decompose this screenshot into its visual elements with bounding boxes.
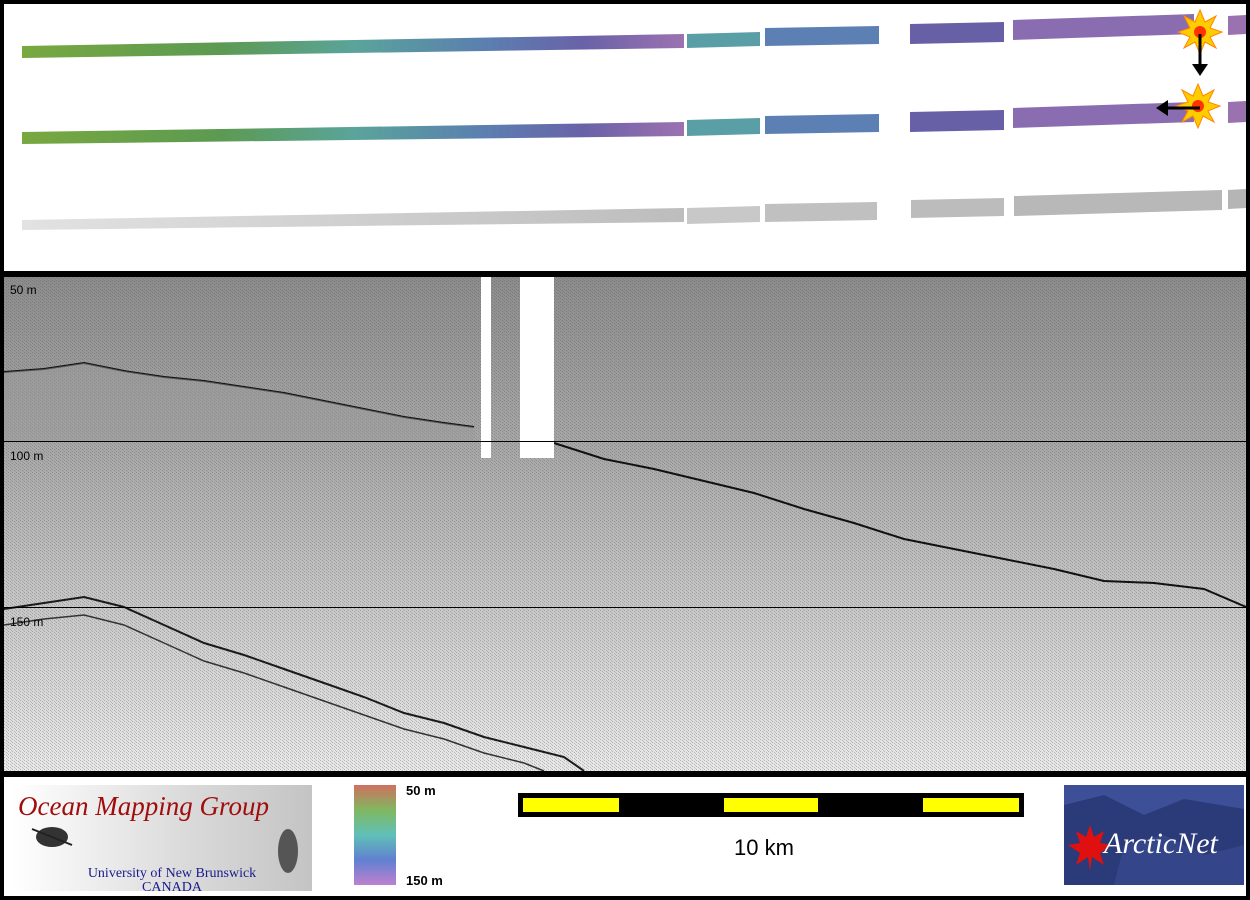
bathymetry-strip-1 — [22, 34, 684, 58]
backscatter-strip-f — [1228, 189, 1246, 209]
bathymetry-strip-1c — [765, 26, 879, 46]
subbottom-profile-panel: 50 m 100 m 150 m — [4, 277, 1246, 771]
swath-strips — [22, 8, 1246, 230]
sunburst-icon — [1176, 8, 1224, 56]
bathymetry-strip-2d — [910, 110, 1004, 132]
bathymetry-strip-2e — [1013, 102, 1194, 128]
bathymetry-strip-2c — [765, 114, 879, 134]
arrow-left-icon — [1156, 100, 1200, 116]
data-gap — [520, 277, 554, 458]
swath-map-panel — [4, 4, 1246, 271]
depth-line-100 — [4, 441, 1246, 442]
colorbar-bottom-label: 150 m — [406, 873, 443, 888]
profile-image — [4, 277, 1246, 771]
bathymetry-strip-1e — [1013, 14, 1194, 40]
depth-colorbar — [354, 785, 396, 885]
omg-title: Ocean Mapping Group — [18, 791, 269, 821]
omg-university: University of New Brunswick — [87, 866, 257, 881]
scale-segment — [523, 798, 619, 812]
bathymetry-strip-2 — [22, 122, 684, 144]
sonar-vehicle-icon — [31, 827, 298, 873]
backscatter-strip-e — [1014, 190, 1222, 216]
backscatter-strip-d — [911, 198, 1004, 218]
arrow-down-icon — [1192, 34, 1208, 76]
data-gap — [481, 277, 491, 458]
scale-segment — [724, 798, 818, 812]
seafloor-trace-middle — [553, 442, 1246, 608]
sunburst-icon — [1174, 82, 1222, 130]
backscatter-strip-c — [765, 202, 877, 222]
scale-segment — [923, 798, 1019, 812]
bathymetry-strip-2b — [687, 118, 760, 136]
bathymetry-strip-2f — [1228, 101, 1246, 123]
seafloor-trace-lower — [4, 595, 585, 771]
depth-label-100: 100 m — [10, 449, 44, 463]
depth-label-50: 50 m — [10, 283, 37, 297]
omg-country: CANADA — [142, 880, 202, 895]
backscatter-strip — [22, 208, 684, 230]
colorbar-top-label: 50 m — [406, 783, 436, 798]
bathymetry-strip-1f — [1228, 15, 1246, 35]
depth-label-150: 150 m — [10, 615, 44, 629]
scale-label: 10 km — [734, 835, 794, 860]
bathymetry-strip-1b — [687, 32, 760, 48]
arcticnet-wordmark: ArcticNet — [1104, 827, 1218, 860]
maple-leaf-icon — [1068, 825, 1112, 871]
backscatter-strip-b — [687, 206, 760, 224]
omg-subtitle: University of New Brunswick CANADA — [72, 867, 272, 895]
scale-bar — [518, 793, 1024, 817]
depth-line-150 — [4, 607, 1246, 608]
map-background-icon — [1064, 785, 1244, 885]
arcticnet-logo: ArcticNet — [1064, 785, 1244, 885]
legend-panel: Ocean Mapping Group University of New Br… — [4, 777, 1246, 896]
ocean-mapping-group-logo: Ocean Mapping Group University of New Br… — [12, 785, 312, 895]
bathymetry-strip-1d — [910, 22, 1004, 44]
